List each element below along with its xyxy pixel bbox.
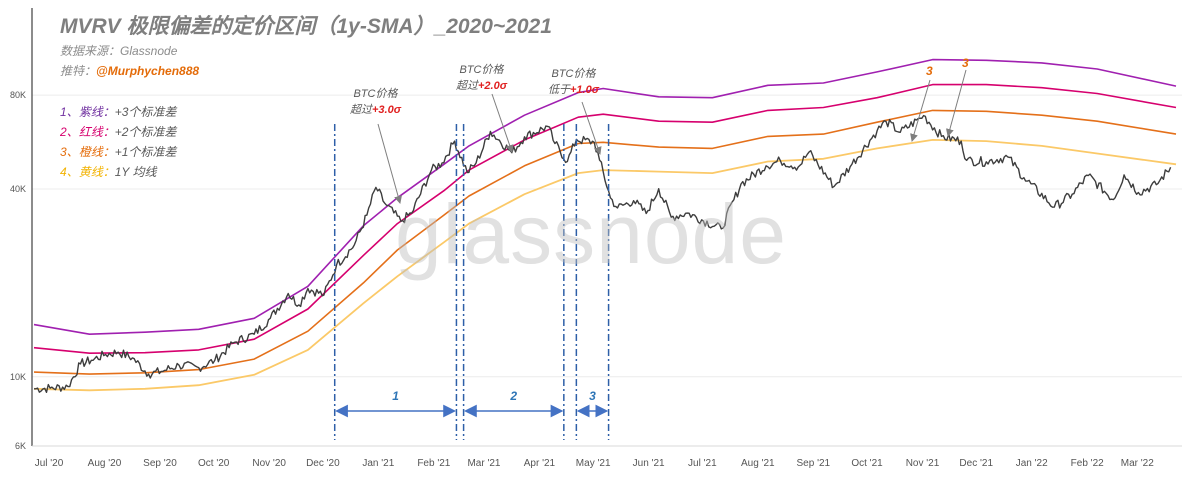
- x-tick-label: Nov '20: [252, 458, 286, 469]
- annotation-below-1sigma: BTC价格 低于+1.0σ: [548, 66, 599, 98]
- legend-num: 3、: [60, 145, 79, 159]
- twitter-prefix: 推特：: [60, 64, 97, 78]
- annotation-value: +1.0σ: [570, 84, 600, 96]
- x-tick-label: Jul '21: [688, 458, 717, 469]
- annotation-prefix: 超过: [350, 104, 372, 116]
- x-tick-label: Jun '21: [633, 458, 665, 469]
- annotation-line2: 低于+1.0σ: [548, 82, 599, 98]
- legend-desc: +1个标准差: [114, 145, 177, 159]
- legend-name: 黄线：: [78, 165, 115, 179]
- annotation-above-3sigma: BTC价格 超过+3.0σ: [350, 86, 401, 118]
- y-tick-label: 6K: [15, 441, 26, 451]
- x-tick-label: Mar '22: [1121, 458, 1154, 469]
- period-range-label: 3: [589, 389, 596, 403]
- annotation-line1: BTC价格: [551, 68, 596, 80]
- x-tick-label: Nov '21: [906, 458, 940, 469]
- x-tick-label: Apr '21: [524, 458, 556, 469]
- series-lines: [33, 58, 1177, 393]
- annotation-line2: 超过+2.0σ: [456, 78, 507, 94]
- annotation-line1: BTC价格: [459, 64, 504, 76]
- x-tick-label: Feb '21: [417, 458, 450, 469]
- x-tick-label: May '21: [576, 458, 611, 469]
- legend-item-orange: 3、橙线：+1个标准差: [60, 142, 176, 162]
- peak-mark: 3: [962, 56, 969, 70]
- y-axis-ticks: 6K 10K 40K 80K: [10, 90, 26, 451]
- x-tick-label: Aug '20: [88, 458, 122, 469]
- series-line-price: [34, 114, 1172, 393]
- y-tick-label: 80K: [10, 90, 26, 100]
- annotation-arrow: [910, 79, 931, 142]
- legend-item-purple: 1、紫线：+3个标准差: [60, 102, 176, 122]
- x-tick-label: Oct '21: [851, 458, 883, 469]
- annotation-arrow: [377, 123, 402, 204]
- annotation-arrow: [581, 101, 602, 155]
- annotation-line1: BTC价格: [353, 88, 398, 100]
- series-line-plus3: [33, 58, 1177, 335]
- x-tick-label: Feb '22: [1071, 458, 1104, 469]
- legend-item-yellow: 4、黄线：1Y 均线: [60, 162, 176, 182]
- legend-num: 2、: [60, 125, 79, 139]
- annotation-prefix: 低于: [548, 84, 570, 96]
- y-tick-label: 40K: [10, 184, 26, 194]
- annotation-arrow: [491, 93, 514, 153]
- series-line-plus1: [33, 109, 1177, 375]
- annotation-line2: 超过+3.0σ: [350, 102, 401, 118]
- x-tick-label: Mar '21: [467, 458, 500, 469]
- annotation-value: +3.0σ: [372, 104, 402, 116]
- x-tick-label: Jan '22: [1016, 458, 1048, 469]
- chart-title: MVRV 极限偏差的定价区间（1y-SMA）_2020~2021: [60, 15, 552, 38]
- x-tick-label: Sep '21: [797, 458, 831, 469]
- legend-name: 橙线：: [78, 145, 115, 159]
- x-tick-label: Aug '21: [741, 458, 775, 469]
- legend: 1、紫线：+3个标准差 2、红线：+2个标准差 3、橙线：+1个标准差 4、黄线…: [60, 102, 176, 182]
- y-tick-label: 10K: [10, 372, 26, 382]
- x-axis-ticks: Jul '20 Aug '20 Sep '20 Oct '20 Nov '20 Dec '…: [35, 458, 1155, 469]
- legend-num: 4、: [60, 165, 79, 179]
- annotation-arrows: [377, 69, 967, 204]
- twitter-line: 推特：@Murphychen888: [60, 62, 199, 79]
- annotation-prefix: 超过: [456, 80, 478, 92]
- series-line-plus2: [33, 83, 1177, 354]
- data-source: 数据来源：Glassnode: [60, 44, 178, 58]
- legend-desc: 1Y 均线: [114, 165, 157, 179]
- twitter-handle: @Murphychen888: [96, 64, 200, 78]
- x-tick-label: Sep '20: [143, 458, 177, 469]
- period-range-label: 2: [509, 389, 517, 403]
- annotation-above-2sigma: BTC价格 超过+2.0σ: [456, 62, 507, 94]
- watermark: glassnode: [395, 187, 787, 281]
- x-tick-label: Jan '21: [362, 458, 394, 469]
- legend-num: 1、: [60, 105, 79, 119]
- period-range-label: 1: [392, 389, 399, 403]
- legend-name: 红线：: [78, 125, 115, 139]
- annotation-value: +2.0σ: [478, 80, 508, 92]
- period-ranges: 1 2 3: [335, 389, 609, 418]
- x-tick-label: Dec '21: [959, 458, 993, 469]
- legend-item-red: 2、红线：+2个标准差: [60, 122, 176, 142]
- legend-name: 紫线：: [78, 105, 115, 119]
- legend-desc: +3个标准差: [114, 105, 177, 119]
- x-tick-label: Oct '20: [198, 458, 230, 469]
- x-tick-label: Dec '20: [306, 458, 340, 469]
- legend-desc: +2个标准差: [114, 125, 177, 139]
- x-tick-label: Jul '20: [35, 458, 64, 469]
- annotation-arrow: [945, 69, 967, 137]
- peak-mark: 3: [926, 64, 933, 78]
